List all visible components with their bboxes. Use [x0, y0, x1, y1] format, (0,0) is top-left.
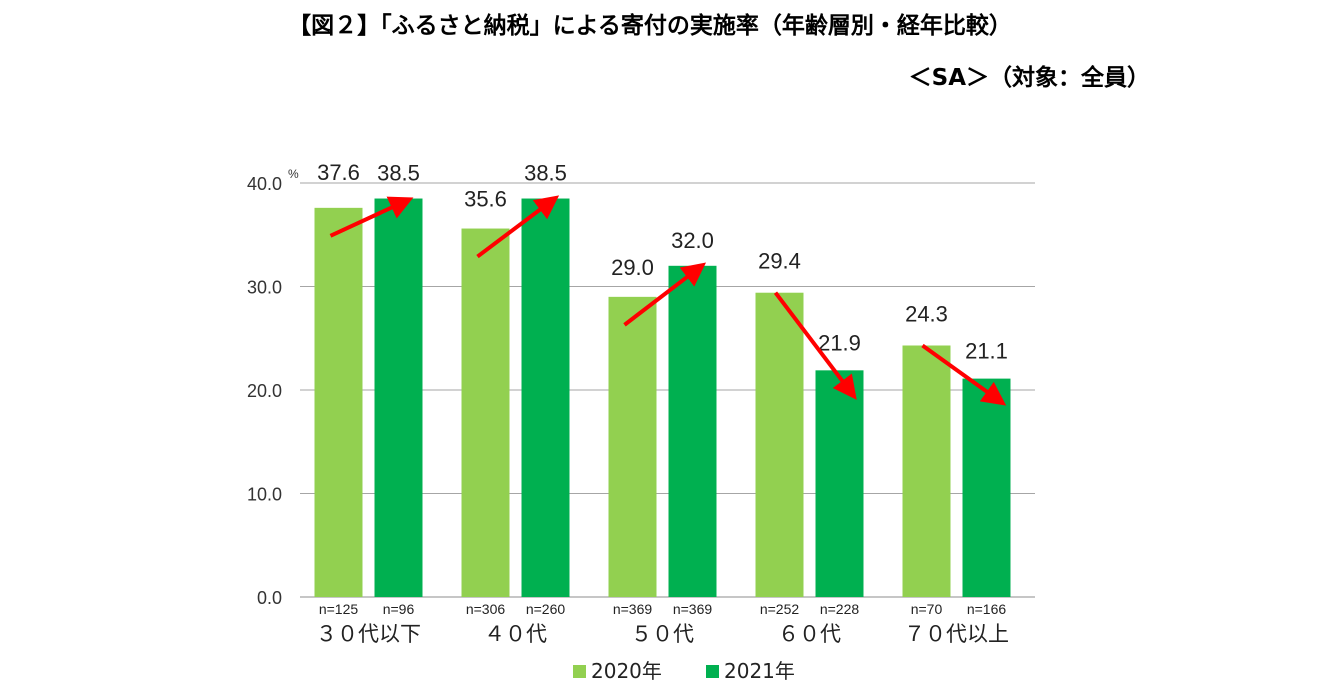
- n-label: n=125: [319, 601, 359, 617]
- bar: [521, 198, 570, 597]
- data-label: 24.3: [905, 301, 948, 326]
- n-label: n=260: [526, 601, 566, 617]
- data-label: 29.0: [611, 255, 654, 280]
- data-label: 37.6: [317, 160, 360, 185]
- legend-swatch: [573, 665, 586, 678]
- data-label: 38.5: [377, 161, 420, 186]
- y-tick-label: 20.0: [247, 381, 282, 401]
- bar: [755, 292, 804, 597]
- category-label: ３０代以下: [316, 622, 421, 646]
- legend-swatch: [706, 665, 719, 678]
- bar: [962, 378, 1011, 597]
- y-unit-label: %: [288, 167, 299, 181]
- category-label: ７０代以上: [904, 622, 1009, 646]
- y-tick-label: 40.0: [247, 174, 282, 194]
- trend-arrow: [329, 196, 414, 238]
- bar: [608, 296, 657, 597]
- n-label: n=228: [820, 601, 860, 617]
- legend-label: 2020年: [591, 659, 662, 683]
- bar: [815, 370, 864, 597]
- n-label: n=369: [613, 601, 653, 617]
- category-label: ４０代: [484, 622, 547, 646]
- trend-arrow: [476, 195, 560, 259]
- bar: [374, 198, 423, 597]
- trend-arrow: [921, 343, 1007, 406]
- legend-label: 2021年: [724, 659, 795, 683]
- data-label: 21.1: [965, 339, 1008, 364]
- data-label: 35.6: [464, 187, 507, 212]
- y-tick-label: 30.0: [247, 278, 282, 298]
- chart-title: 【図２】「ふるさと納税」による寄付の実施率（年齢層別・経年比較）: [288, 13, 1012, 39]
- bar: [668, 265, 717, 597]
- trend-arrow: [623, 262, 707, 327]
- bar: [314, 207, 363, 597]
- bar: [461, 228, 510, 598]
- data-label: 32.0: [671, 228, 714, 253]
- n-label: n=166: [967, 601, 1007, 617]
- category-label: ５０代: [631, 622, 694, 646]
- n-label: n=369: [673, 601, 713, 617]
- data-label: 21.9: [818, 330, 861, 355]
- n-label: n=70: [911, 601, 943, 617]
- data-label: 29.4: [758, 249, 801, 274]
- n-label: n=252: [760, 601, 800, 617]
- y-tick-label: 0.0: [257, 588, 282, 608]
- n-label: n=96: [383, 601, 415, 617]
- data-label: 38.5: [524, 161, 567, 186]
- chart-subtitle: ＜SA＞（対象：全員）: [908, 65, 1150, 91]
- category-label: ６０代: [778, 622, 841, 646]
- trend-arrow: [773, 291, 857, 400]
- n-label: n=306: [466, 601, 506, 617]
- bar: [902, 345, 951, 597]
- y-tick-label: 10.0: [247, 485, 282, 505]
